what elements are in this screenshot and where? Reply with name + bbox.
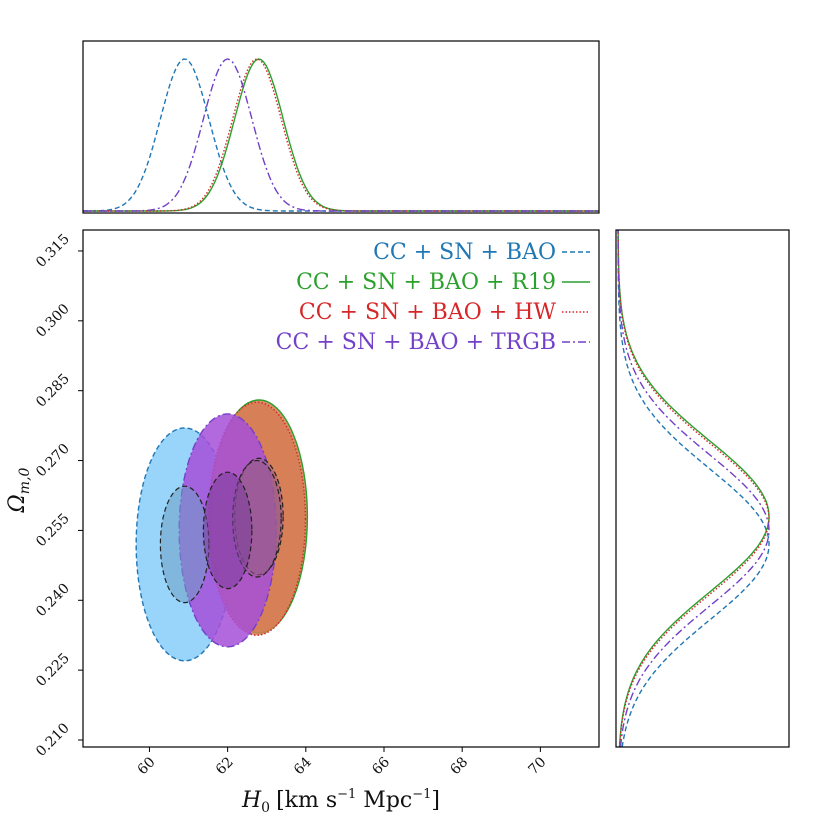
top-marginal-curve-3 bbox=[83, 58, 599, 212]
y-axis-label: Ωm,0 bbox=[5, 467, 33, 513]
right-marginal-curve-0 bbox=[617, 230, 770, 748]
x-axis-label: H0 [km s−1 Mpc−1] bbox=[241, 787, 440, 816]
right-marginal-curve-2 bbox=[617, 230, 770, 748]
right-marginal-panel bbox=[615, 229, 790, 748]
contour-68-3 bbox=[202, 471, 253, 590]
legend: CC + SN + BAO CC + SN + BAO + R19 CC + SN … bbox=[276, 240, 590, 355]
top-marginal-panel bbox=[82, 40, 600, 214]
legend-label-2: CC + SN + BAO + HW bbox=[299, 300, 557, 325]
right-marginal-curve-3 bbox=[617, 230, 770, 748]
legend-label-3: CC + SN + BAO + TRGB bbox=[276, 330, 556, 355]
legend-label-1: CC + SN + BAO + R19 bbox=[296, 270, 556, 295]
contour-68-0 bbox=[159, 485, 210, 604]
right-marginal-curve-1 bbox=[617, 230, 770, 748]
legend-label-0: CC + SN + BAO bbox=[373, 240, 556, 265]
